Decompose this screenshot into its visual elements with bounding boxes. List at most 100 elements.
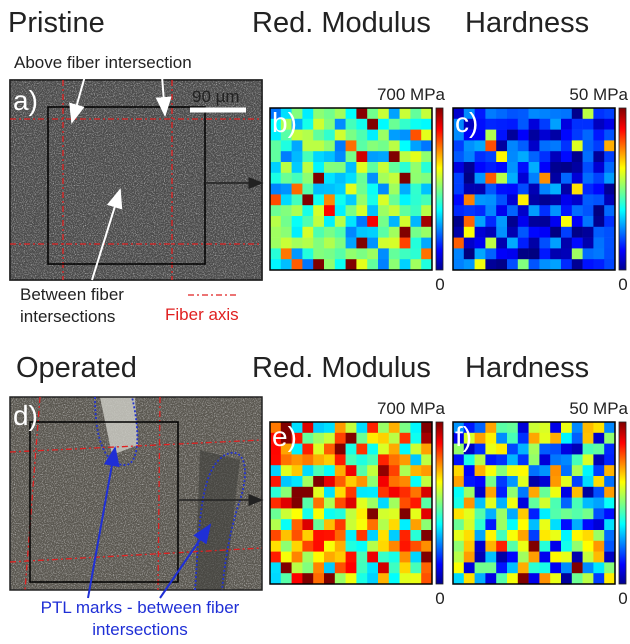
heatmap-cell [550,184,561,195]
heatmap-cell [464,454,475,465]
heatmap-cell [593,108,604,119]
heatmap-cell [281,573,292,584]
heatmap-cell [324,541,335,552]
micrograph [10,76,262,280]
heatmap-cell [367,573,378,584]
heatmap-cell [464,508,475,519]
heatmap-cell [572,552,583,563]
heatmap-cell [389,259,400,270]
heatmap-cell [389,227,400,238]
heatmap-cell [410,465,421,476]
heatmap-cell [518,476,529,487]
heatmap-cell [496,552,507,563]
heatmap-cell [539,562,550,573]
heatmap-cell [496,487,507,498]
heatmap-cell [410,508,421,519]
heatmap-cell [281,465,292,476]
colorbar-max-label: 700 MPa [377,85,446,104]
heatmap-cell [389,508,400,519]
heatmap-cell [346,508,357,519]
heatmap-cell [302,508,313,519]
heatmap-cell [496,433,507,444]
heatmap-cell [539,422,550,433]
heatmap-cell [604,227,615,238]
heatmap-cell [389,238,400,249]
heatmap-cell [346,184,357,195]
heatmap-cell [464,184,475,195]
heatmap-cell [335,238,346,249]
heatmap-cell [529,162,540,173]
heatmap-cell [539,140,550,151]
heatmap-cell [302,541,313,552]
heatmap-cell [313,140,324,151]
heatmap-cell [400,454,411,465]
heatmap-cell [464,573,475,584]
heatmap-cell [572,227,583,238]
heatmap-cell [324,508,335,519]
heatmap-cell [335,108,346,119]
heatmap-cell [335,562,346,573]
heatmap-cell [539,205,550,216]
heatmap-cell [518,205,529,216]
heatmap-cell [302,248,313,259]
heatmap-cell [453,205,464,216]
heatmap-cell [270,454,281,465]
heatmap-cell [529,248,540,259]
heatmap-cell [550,205,561,216]
heatmap-cell [346,562,357,573]
heatmap-cell [367,205,378,216]
heatmap-cell [593,422,604,433]
heatmap-cell [346,162,357,173]
heatmap-cell [400,552,411,563]
heatmap-cell [335,184,346,195]
heatmap-cell [529,422,540,433]
heatmap-cell [356,173,367,184]
heatmap-cell [378,562,389,573]
heatmap-cell [572,238,583,249]
heatmap-cell [324,476,335,487]
heatmap-cell [529,173,540,184]
heatmap-cell [550,108,561,119]
heatmap-cell [281,184,292,195]
heatmap-cell [281,519,292,530]
heatmap-cell [507,173,518,184]
heatmap-cell [593,184,604,195]
heatmap-cell [583,498,594,509]
heatmap-cell [550,238,561,249]
heatmap-cell [292,519,303,530]
heatmap-cell [593,433,604,444]
heatmap-cell [421,205,432,216]
heatmap-cell [561,422,572,433]
heatmap-cell [389,465,400,476]
panel-label: e) [272,421,297,452]
heatmap-cell [335,519,346,530]
heatmap-cell [421,465,432,476]
heatmap-cell [281,498,292,509]
heatmap-cell [496,173,507,184]
heatmap-cell [346,140,357,151]
heatmap-cell [453,573,464,584]
heatmap-cell [496,119,507,130]
heatmap-cell [356,487,367,498]
heatmap-cell [539,519,550,530]
heatmap-cell [302,444,313,455]
heatmap-cell [302,238,313,249]
heatmap-cell [346,227,357,238]
heatmap-cell [292,454,303,465]
heatmap-cell [410,119,421,130]
heatmap-cell [270,573,281,584]
colorbar-max-label: 50 MPa [569,85,628,104]
heatmap-cell [604,194,615,205]
annotation: PTL marks - between fiber [41,598,240,617]
heatmap-cell [550,433,561,444]
heatmap-cell [281,562,292,573]
heatmap-cell [604,422,615,433]
heatmap-cell [518,140,529,151]
heatmap-cell [485,259,496,270]
heatmap-cell [550,508,561,519]
heatmap-cell [475,530,486,541]
annotation: intersections [20,307,115,326]
heatmap-cell [335,130,346,141]
heatmap-cell [485,422,496,433]
heatmap-cell [389,151,400,162]
